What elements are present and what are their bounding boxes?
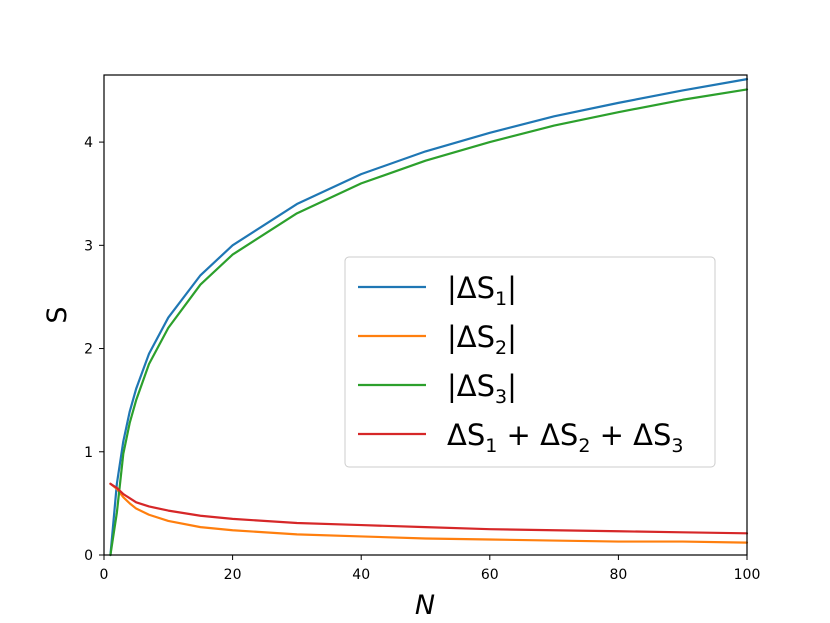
x-tick-label: 40 bbox=[352, 567, 370, 583]
legend-label-3: |ΔS3​| bbox=[447, 369, 517, 408]
x-axis-label: N bbox=[415, 590, 435, 621]
y-tick-label: 2 bbox=[84, 342, 93, 358]
legend: |ΔS1​| |ΔS2​| |ΔS3​| ΔS1​ + ΔS2​ + ΔS3​ bbox=[344, 256, 716, 468]
y-tick-label: 4 bbox=[84, 135, 93, 151]
y-tick-label: 1 bbox=[84, 445, 93, 461]
series-line-1 bbox=[109, 78, 749, 557]
x-tick-label: 80 bbox=[609, 567, 627, 583]
plot-frame bbox=[103, 74, 748, 556]
x-tick-label: 20 bbox=[224, 567, 242, 583]
series-layer bbox=[109, 78, 749, 557]
series-line-2 bbox=[109, 482, 749, 544]
tick-layer: 0 20 40 60 80 100 0 1 2 3 4 bbox=[84, 135, 760, 583]
x-tick-label: 0 bbox=[100, 567, 109, 583]
y-tick-label: 3 bbox=[84, 238, 93, 254]
legend-label-4: ΔS1​ + ΔS2​ + ΔS3​ bbox=[447, 418, 684, 457]
y-tick-label: 0 bbox=[84, 548, 93, 564]
legend-box bbox=[344, 256, 716, 468]
series-line-4 bbox=[109, 482, 749, 535]
y-axis-label: S bbox=[42, 306, 73, 323]
x-tick-label: 60 bbox=[481, 567, 499, 583]
x-tick-label: 100 bbox=[734, 567, 761, 583]
series-line-3 bbox=[109, 88, 749, 557]
legend-label-2: |ΔS2​| bbox=[447, 320, 517, 359]
legend-label-1: |ΔS1​| bbox=[447, 271, 517, 310]
